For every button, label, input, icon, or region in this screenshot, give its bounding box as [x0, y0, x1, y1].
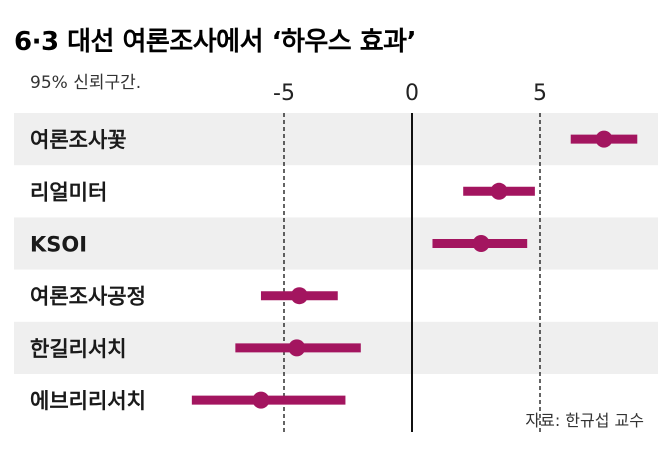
estimate-point [252, 391, 270, 409]
x-axis-ticks: -5 0 5 [273, 81, 547, 106]
row-label: 여론조사꽃 [30, 128, 127, 152]
row-label: KSOI [30, 233, 87, 257]
row-label: 에브리리서치 [30, 389, 146, 413]
row-label: 한길리서치 [30, 337, 127, 361]
row-stripes [14, 113, 658, 374]
row-stripe [14, 113, 658, 166]
estimate-point [288, 339, 306, 357]
chart-title: 6·3 대선 여론조사에서 ‘하우스 효과’ [14, 27, 416, 57]
row-label: 여론조사공정 [30, 285, 146, 309]
estimate-point [472, 235, 490, 252]
row-stripe [14, 217, 658, 270]
x-tick-label: 5 [533, 81, 547, 106]
reference-lines [283, 113, 541, 432]
data-marks [191, 130, 638, 409]
x-tick-label: -5 [273, 81, 295, 106]
chart-subtitle: 95% 신뢰구간. [30, 73, 141, 93]
row-label: 리얼미터 [30, 180, 107, 204]
estimate-point [490, 182, 508, 200]
estimate-point [290, 287, 308, 305]
estimate-point [595, 130, 613, 148]
source-note: 자료: 한규섭 교수 [525, 411, 644, 430]
x-tick-label: 0 [405, 81, 419, 106]
